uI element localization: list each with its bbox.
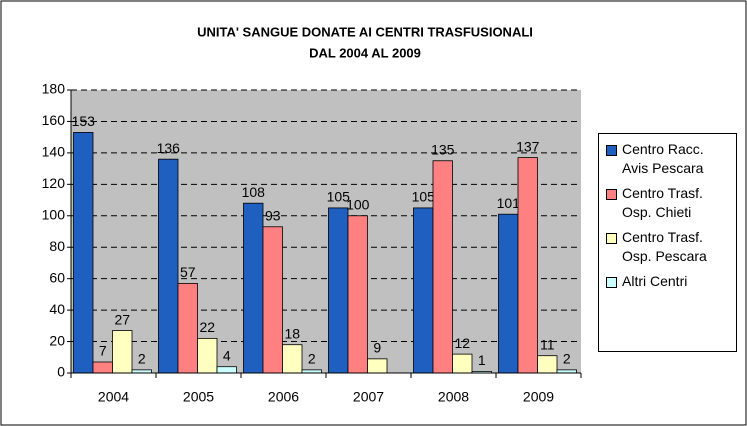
legend-swatch: [606, 277, 617, 288]
data-label: 108: [242, 184, 266, 200]
bar: [262, 226, 283, 374]
bar: [413, 207, 434, 374]
bar: [158, 158, 179, 374]
data-label: 137: [516, 138, 540, 154]
bar: [367, 358, 388, 374]
legend-item: Centro Trasf. Osp. Pescara: [603, 228, 732, 266]
bar: [243, 202, 264, 374]
bar: [92, 361, 113, 374]
y-tick-label: 0: [57, 364, 65, 380]
data-label: 93: [265, 207, 281, 223]
data-label: 18: [284, 325, 300, 341]
bar: [112, 330, 133, 374]
y-tick-label: 180: [42, 81, 66, 97]
y-tick-label: 20: [49, 332, 65, 348]
data-label: 57: [180, 264, 196, 280]
y-tick-label: 100: [42, 206, 66, 222]
legend-item: Centro Racc. Avis Pescara: [603, 140, 732, 178]
data-label: 153: [72, 113, 96, 129]
bar: [432, 160, 453, 374]
data-label: 105: [327, 189, 351, 205]
y-tick-label: 160: [42, 112, 66, 128]
data-label: 2: [138, 351, 146, 367]
data-label: 2: [563, 351, 571, 367]
x-tick-label: 2009: [523, 389, 554, 405]
data-label: 7: [99, 343, 107, 359]
y-tick-label: 120: [42, 175, 66, 191]
bar: [537, 355, 558, 374]
y-tick-label: 80: [49, 238, 65, 254]
chart-title: UNITA' SANGUE DONATE AI CENTRI TRASFUSIO…: [197, 24, 533, 39]
bar: [73, 132, 94, 374]
data-label: 12: [454, 335, 470, 351]
y-tick-label: 60: [49, 269, 65, 285]
legend-label: Centro Trasf. Osp. Pescara: [622, 229, 707, 264]
bar: [517, 157, 538, 374]
x-tick-label: 2004: [98, 389, 129, 405]
legend-label: Centro Trasf. Osp. Chieti: [622, 185, 703, 220]
bar: [197, 338, 218, 374]
legend-item: Centro Trasf. Osp. Chieti: [603, 184, 732, 222]
plot-area: [71, 90, 581, 373]
data-label: 27: [114, 311, 130, 327]
data-label: 1: [478, 352, 486, 368]
data-label: 100: [346, 196, 370, 212]
data-label: 135: [431, 141, 455, 157]
x-tick-label: 2007: [353, 389, 384, 405]
legend-label: Centro Racc. Avis Pescara: [622, 141, 704, 176]
data-label: 136: [157, 140, 181, 156]
y-tick-label: 40: [49, 301, 65, 317]
legend: Centro Racc. Avis Pescara Centro Trasf. O…: [598, 133, 737, 352]
bar: [282, 344, 303, 374]
legend-swatch: [606, 233, 617, 244]
bar: [328, 207, 349, 374]
x-tick-label: 2008: [438, 389, 469, 405]
data-label: 2: [308, 351, 316, 367]
data-label: 105: [412, 189, 436, 205]
data-label: 22: [199, 319, 215, 335]
data-label: 4: [223, 347, 231, 363]
bar: [216, 366, 237, 374]
bar: [452, 353, 473, 374]
data-label: 11: [540, 336, 555, 352]
x-tick-label: 2005: [183, 389, 214, 405]
data-label: 101: [497, 195, 521, 211]
legend-label: Altri Centri: [622, 273, 688, 289]
bar: [347, 215, 368, 374]
chart-title: DAL 2004 AL 2009: [309, 45, 421, 60]
bar: [177, 282, 198, 374]
bar: [498, 213, 519, 374]
legend-swatch: [606, 145, 617, 156]
x-tick-label: 2006: [268, 389, 299, 405]
data-label: 9: [373, 340, 381, 356]
legend-item: Altri Centri: [603, 272, 732, 291]
legend-swatch: [606, 189, 617, 200]
y-tick-label: 140: [42, 144, 66, 160]
